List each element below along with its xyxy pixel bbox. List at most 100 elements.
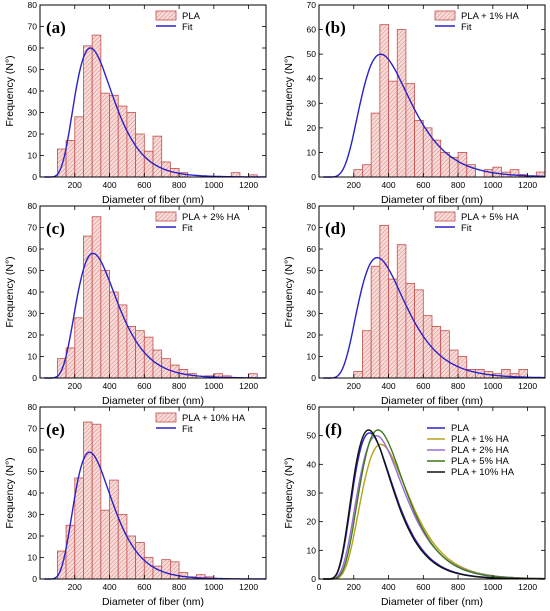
histogram-bar <box>117 105 128 178</box>
legend-label: PLA + 10% HA <box>451 467 515 478</box>
x-tick-label: 1000 <box>204 381 223 391</box>
legend-label: PLA + 5% HA <box>451 456 509 467</box>
histogram-bar <box>405 83 416 178</box>
x-axis-label: Diameter of fiber (nm) <box>102 596 204 608</box>
histogram-bar <box>362 330 372 379</box>
histogram-bar <box>440 330 450 379</box>
panel-label: (c) <box>46 219 65 238</box>
y-axis-label: Frequency (N°) <box>4 256 16 327</box>
y-tick-label: 0 <box>32 574 37 584</box>
y-tick-label: 70 <box>307 0 317 10</box>
x-tick-label: 1000 <box>204 180 223 190</box>
histogram-bar <box>169 561 180 580</box>
legend-swatch-bars <box>434 10 456 21</box>
x-tick-label: 400 <box>381 180 395 190</box>
legend-swatch-bars <box>155 412 177 423</box>
y-tick-label: 0 <box>32 172 37 182</box>
panel-label: (a) <box>46 18 66 37</box>
y-tick-label: 70 <box>28 424 38 434</box>
histogram-bar <box>74 317 84 379</box>
histogram-bar <box>109 479 119 580</box>
panel-d: 200 400 600 800 1000 1200 0 10 20 30 40 50 60 70 80 Dia… <box>283 201 546 407</box>
histogram-bar <box>126 535 137 580</box>
y-tick-label: 40 <box>28 86 38 96</box>
x-tick-label: 800 <box>172 180 186 190</box>
histogram-bar <box>91 216 102 379</box>
x-tick-label: 1000 <box>483 582 502 592</box>
histogram-bar <box>370 112 381 178</box>
panel-label: (b) <box>325 18 346 37</box>
x-tick-label: 600 <box>416 582 430 592</box>
x-tick-label: 600 <box>416 180 430 190</box>
x-tick-label: 1200 <box>518 180 537 190</box>
y-tick-label: 60 <box>307 244 317 254</box>
x-tick-label: 400 <box>381 381 395 391</box>
histogram-bar <box>388 80 398 178</box>
histogram-bar <box>74 116 84 178</box>
histogram-bar <box>370 265 381 379</box>
x-tick-label: 200 <box>68 381 82 391</box>
histogram-bar <box>353 371 363 379</box>
y-tick-label: 20 <box>307 123 317 133</box>
histogram-bar <box>379 24 389 178</box>
x-tick-label: 1000 <box>483 180 502 190</box>
x-tick-label: 800 <box>451 381 465 391</box>
y-tick-label: 50 <box>307 49 317 59</box>
y-tick-label: 20 <box>28 531 38 541</box>
panel-label: (f) <box>325 420 342 439</box>
histogram-bar <box>396 244 407 379</box>
histogram-bar <box>109 291 119 379</box>
histogram-bar <box>388 278 398 379</box>
y-tick-label: 40 <box>307 287 317 297</box>
histogram-bar <box>362 164 372 178</box>
histogram-bar <box>152 135 163 178</box>
x-axis-label: Diameter of fiber (nm) <box>381 596 483 608</box>
x-axis-label: Diameter of fiber (nm) <box>102 395 204 407</box>
x-tick-label: 600 <box>137 582 151 592</box>
y-axis-label: Frequency (N°) <box>4 55 16 126</box>
y-tick-label: 0 <box>32 373 37 383</box>
y-tick-label: 50 <box>307 266 317 276</box>
y-tick-label: 30 <box>28 510 38 520</box>
legend-label: PLA <box>451 423 470 434</box>
histogram-bar <box>161 559 171 580</box>
fit-curve <box>323 53 545 178</box>
legend-label-histogram: PLA + 1% HA <box>461 11 519 22</box>
x-tick-label: 1200 <box>518 381 537 391</box>
y-tick-label: 40 <box>307 74 317 84</box>
fit-curve <box>323 429 545 580</box>
x-tick-label: 1200 <box>518 582 537 592</box>
panel-f: 0 200 400 600 800 1000 1200 0 10 20 30 40 50 60 Diamet… <box>283 402 546 608</box>
panel-c: 200 400 600 800 1000 1200 0 10 20 30 40 50 60 70 80 Dia… <box>4 201 267 407</box>
x-tick-label: 800 <box>451 582 465 592</box>
histogram-bar <box>379 224 389 379</box>
panel-b: 200 400 600 800 1000 1200 0 10 20 30 40 50 60 70 Diame… <box>283 0 546 206</box>
y-tick-label: 10 <box>307 545 317 555</box>
panel-e: 200 400 600 800 1000 1200 0 10 20 30 40 50 60 70 80 Dia… <box>4 402 267 608</box>
y-tick-label: 40 <box>28 287 38 297</box>
x-axis-label: Diameter of fiber (nm) <box>381 194 483 206</box>
x-tick-label: 800 <box>172 582 186 592</box>
y-tick-label: 0 <box>311 373 316 383</box>
y-tick-label: 10 <box>307 147 317 157</box>
y-tick-label: 30 <box>307 98 317 108</box>
y-tick-label: 30 <box>28 309 38 319</box>
y-tick-label: 30 <box>307 488 317 498</box>
y-tick-label: 50 <box>307 431 317 441</box>
legend-label-fit: Fit <box>461 223 472 234</box>
histogram-bar <box>100 92 110 178</box>
panel-label: (d) <box>325 219 346 238</box>
histogram-bar <box>83 421 93 580</box>
legend-label-fit: Fit <box>182 424 193 435</box>
y-tick-label: 20 <box>28 129 38 139</box>
x-tick-label: 800 <box>451 180 465 190</box>
y-tick-label: 80 <box>28 402 38 412</box>
y-tick-label: 40 <box>307 459 317 469</box>
y-tick-label: 80 <box>28 201 38 211</box>
y-tick-label: 70 <box>28 223 38 233</box>
legend-label-histogram: PLA + 5% HA <box>461 212 519 223</box>
x-tick-label: 400 <box>381 582 395 592</box>
y-tick-label: 20 <box>28 330 38 340</box>
y-tick-label: 0 <box>311 574 316 584</box>
